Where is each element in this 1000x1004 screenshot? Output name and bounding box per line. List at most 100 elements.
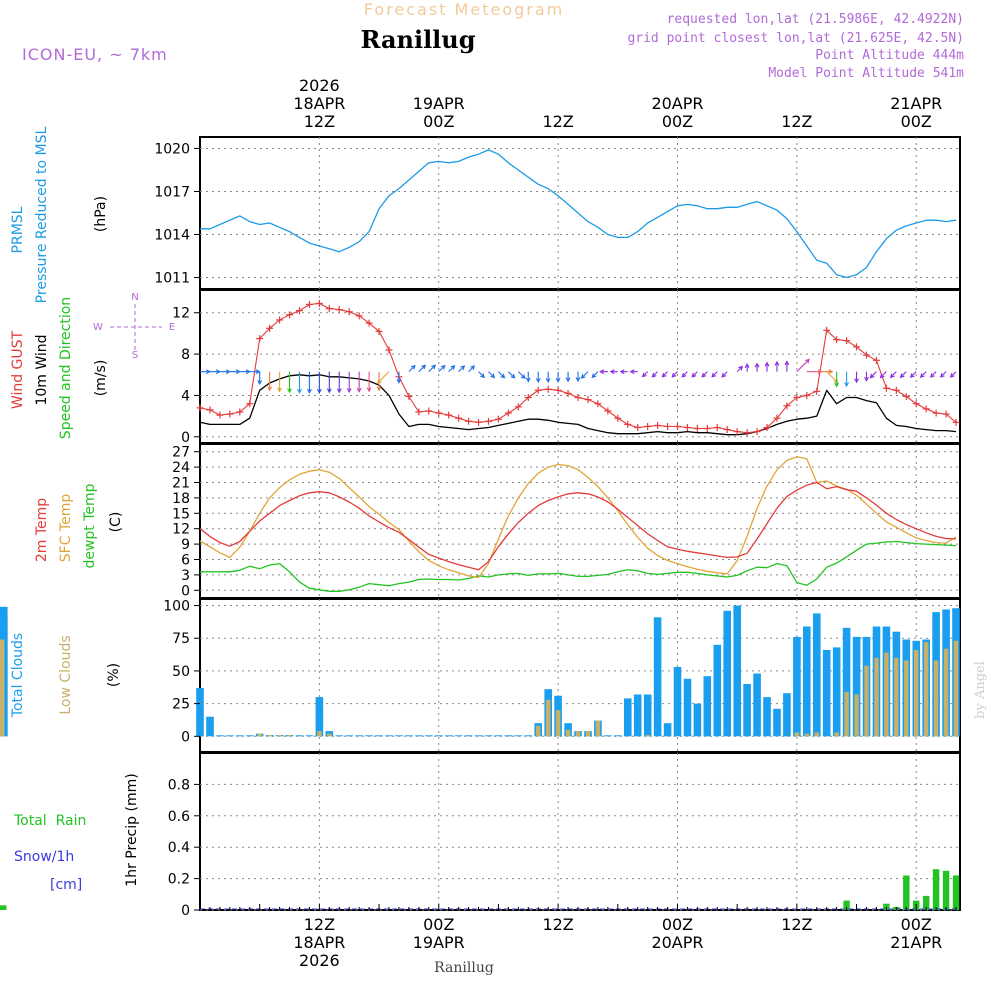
wind-arrow <box>629 369 638 375</box>
bottom-time-label: 12Z <box>781 915 812 934</box>
wind-arrow-head <box>500 373 506 379</box>
gust-marker <box>594 400 602 408</box>
gust-marker <box>634 423 642 431</box>
gust-marker <box>405 392 413 400</box>
place-title: Ranillug <box>360 25 475 54</box>
wind-arrow-shaft <box>652 371 658 378</box>
low-cloud-bar <box>0 639 5 737</box>
wind-arrow-shaft <box>940 371 947 378</box>
total-cloud-bar <box>703 676 712 737</box>
y-tick-label: 1014 <box>154 228 190 244</box>
wind-arrow-shaft <box>438 365 446 373</box>
wind-arrow-head <box>738 365 744 371</box>
total-cloud-bar <box>246 735 254 737</box>
bottom-time-label: 12Z <box>304 915 335 934</box>
gust-marker <box>455 414 463 422</box>
gust-marker <box>544 385 552 393</box>
wind-arrow-head <box>480 373 486 379</box>
precip-rain-label: Total Rain <box>13 813 86 829</box>
rain-bar <box>883 903 890 910</box>
wind-arrow <box>930 371 937 378</box>
total-cloud-bar <box>614 735 622 737</box>
wind-arrow <box>498 371 506 379</box>
bottom-time-label: 00Z <box>662 915 693 934</box>
total-cloud-bar <box>295 735 304 737</box>
gust-marker <box>723 426 731 434</box>
total-cloud-bar <box>822 650 831 737</box>
temp-sfc-label: SFC Temp <box>58 494 74 563</box>
wind-arrow <box>287 371 292 394</box>
wind-arrow-head <box>721 372 727 378</box>
total-cloud-bar <box>743 684 751 737</box>
wind-arrow <box>681 371 688 378</box>
total-cloud-bar <box>832 647 841 737</box>
top-time-label: 19APR <box>413 94 465 113</box>
pressure-line <box>200 149 957 279</box>
dewpt-line <box>200 540 957 592</box>
wind-arrow-head <box>879 373 885 379</box>
wind-arrow <box>826 371 839 384</box>
wind-arrow <box>899 371 907 379</box>
gust-marker <box>654 421 662 429</box>
total-cloud-bar <box>474 735 483 737</box>
wind-arrow-head <box>599 369 605 375</box>
y-tick-label: 1020 <box>154 141 190 157</box>
wind-arrow-head <box>764 361 770 367</box>
low-cloud-bar <box>555 710 561 737</box>
wind-arrow <box>428 364 436 373</box>
y-tick-label: 0.8 <box>168 777 190 793</box>
wind-arrow-shaft <box>468 365 475 373</box>
gust-marker <box>853 343 861 351</box>
wind-arrow <box>661 371 668 378</box>
wind-arrow-head <box>869 373 875 379</box>
wind-arrow <box>346 371 352 394</box>
wind-arrow-shaft <box>478 371 485 378</box>
wind-arrow-shaft <box>642 371 649 378</box>
low-cloud-bar <box>953 640 959 737</box>
low-cloud-bar <box>317 731 322 737</box>
wind-arrow-head <box>784 360 790 366</box>
gust-marker <box>345 308 353 316</box>
wind-arrow-head <box>834 382 840 388</box>
wind-arrow <box>701 371 708 378</box>
gust-marker <box>952 418 960 426</box>
gust-marker <box>683 423 691 431</box>
wind-arrow-head <box>854 378 859 384</box>
total-cloud-bar <box>216 735 224 737</box>
gust-marker <box>246 400 254 408</box>
bottom-time-label: 00Z <box>423 915 454 934</box>
wind-arrow-shaft <box>498 371 505 379</box>
gust-marker <box>534 386 542 394</box>
wind-arrow-shaft <box>681 371 688 378</box>
wind-arrow-shaft <box>950 371 957 378</box>
wind-arrow-head <box>410 364 416 370</box>
low-cloud-bar <box>565 729 571 737</box>
gust-marker <box>226 410 234 418</box>
wind-arrow-shaft <box>448 365 455 373</box>
wind-arrow <box>619 369 628 375</box>
wind-arrow-shaft <box>662 371 668 378</box>
gust-marker <box>773 414 781 422</box>
gust-marker <box>236 408 244 416</box>
low-cloud-bar <box>904 660 909 737</box>
wind-arrow-head <box>629 369 635 375</box>
gust-marker <box>932 409 940 417</box>
wind-arrow <box>879 371 887 379</box>
y-tick-label: 50 <box>172 664 190 680</box>
top-time-label: 20APR <box>651 94 703 113</box>
y-tick-label: 0 <box>181 583 190 599</box>
low-cloud-bar <box>943 648 949 737</box>
compass-s: S <box>132 350 138 361</box>
total-cloud-bar <box>524 735 533 737</box>
pressure-label-long: Pressure Reduced to MSL <box>34 126 50 303</box>
wind-arrow-head <box>609 369 615 375</box>
total-cloud-bar <box>206 716 214 737</box>
wind-arrow-head <box>316 388 322 394</box>
wind-arrow-head <box>396 378 402 384</box>
wind-arrow <box>408 364 416 373</box>
total-cloud-bar <box>196 687 204 737</box>
wind-arrow-head <box>287 388 292 394</box>
rain-bar <box>843 900 850 910</box>
bottom-time-label: 2026 <box>299 951 340 970</box>
